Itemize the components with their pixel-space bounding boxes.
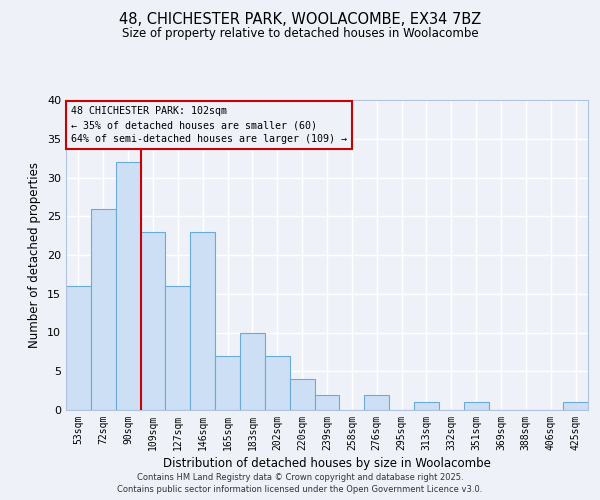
Bar: [116, 162, 140, 410]
Bar: [166, 286, 190, 410]
Bar: [414, 402, 439, 410]
Text: Size of property relative to detached houses in Woolacombe: Size of property relative to detached ho…: [122, 28, 478, 40]
Bar: [563, 402, 588, 410]
Text: 48 CHICHESTER PARK: 102sqm
← 35% of detached houses are smaller (60)
64% of semi: 48 CHICHESTER PARK: 102sqm ← 35% of deta…: [71, 106, 347, 144]
Bar: [240, 332, 265, 410]
Text: 48, CHICHESTER PARK, WOOLACOMBE, EX34 7BZ: 48, CHICHESTER PARK, WOOLACOMBE, EX34 7B…: [119, 12, 481, 28]
Bar: [314, 394, 340, 410]
Bar: [290, 379, 314, 410]
Bar: [66, 286, 91, 410]
Bar: [364, 394, 389, 410]
Bar: [464, 402, 488, 410]
Bar: [215, 356, 240, 410]
Bar: [265, 356, 290, 410]
Bar: [190, 232, 215, 410]
Text: Contains HM Land Registry data © Crown copyright and database right 2025.: Contains HM Land Registry data © Crown c…: [137, 472, 463, 482]
X-axis label: Distribution of detached houses by size in Woolacombe: Distribution of detached houses by size …: [163, 457, 491, 470]
Bar: [140, 232, 166, 410]
Text: Contains public sector information licensed under the Open Government Licence v3: Contains public sector information licen…: [118, 485, 482, 494]
Bar: [91, 208, 116, 410]
Y-axis label: Number of detached properties: Number of detached properties: [28, 162, 41, 348]
